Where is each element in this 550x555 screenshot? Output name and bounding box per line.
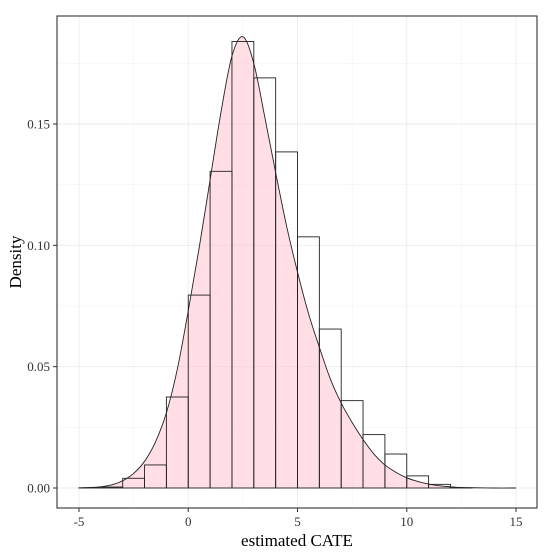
x-tick-label: 10 [400,514,413,529]
x-tick-label: 0 [185,514,192,529]
y-tick-label: 0.05 [27,359,50,374]
x-tick-label: -5 [74,514,85,529]
y-axis-title: Density [6,235,25,288]
x-axis-title: estimated CATE [241,531,353,550]
y-tick-label: 0.10 [27,238,50,253]
y-tick-label: 0.15 [27,117,50,132]
histogram-bar [428,483,451,489]
y-axis: 0.00 0.05 0.10 0.15 [27,117,57,496]
histogram-bar [406,475,430,489]
x-tick-label: 5 [294,514,301,529]
density-line [78,36,517,489]
y-tick-label: 0.00 [27,481,50,496]
histogram-bar [384,453,408,489]
x-tick-label: 15 [510,514,523,529]
histogram-bars [78,41,473,489]
x-axis: -5 0 5 10 15 [74,508,523,529]
